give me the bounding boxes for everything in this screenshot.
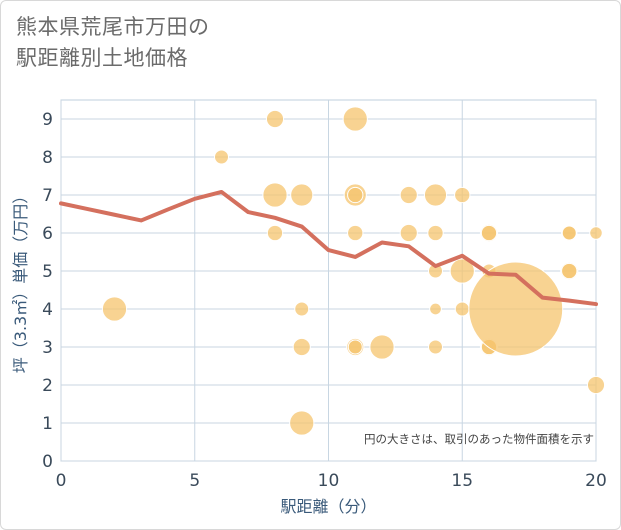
x-tick-label: 5 bbox=[189, 471, 200, 491]
trend-layer bbox=[59, 189, 598, 307]
y-tick-label: 6 bbox=[42, 224, 53, 244]
y-tick-label: 7 bbox=[42, 186, 53, 206]
chart-title-line2: 駅距離別土地価格 bbox=[16, 46, 188, 70]
x-tick-label: 15 bbox=[451, 471, 473, 491]
data-bubble bbox=[369, 334, 395, 360]
data-bubble bbox=[454, 301, 470, 317]
data-bubble bbox=[480, 224, 498, 242]
data-bubble bbox=[342, 106, 368, 132]
data-bubble bbox=[586, 375, 606, 395]
bubble-size-note: 円の大きさは、取引のあった物件面積を示す bbox=[364, 432, 594, 446]
y-tick-label: 8 bbox=[42, 148, 53, 168]
x-tick-label: 10 bbox=[318, 471, 340, 491]
data-bubble bbox=[347, 224, 364, 242]
data-bubble bbox=[289, 410, 315, 436]
chart-title-line1: 熊本県荒尾市万田の bbox=[16, 15, 210, 39]
x-tick-label: 0 bbox=[56, 471, 67, 491]
data-bubble bbox=[429, 302, 442, 316]
x-tick-label: 20 bbox=[585, 471, 607, 491]
data-bubble bbox=[428, 339, 443, 355]
data-bubble bbox=[449, 258, 475, 284]
y-tick-label: 1 bbox=[42, 414, 53, 434]
data-bubble bbox=[589, 226, 603, 240]
bubble-layer bbox=[101, 106, 606, 436]
y-tick-label: 4 bbox=[42, 300, 53, 320]
y-tick-label: 5 bbox=[42, 262, 53, 282]
data-bubble bbox=[561, 262, 578, 280]
y-axis-label: 坪（3.3㎡）単価（万円） bbox=[11, 188, 30, 373]
data-bubble bbox=[266, 224, 284, 242]
trend-line bbox=[59, 189, 598, 307]
chart-title: 熊本県荒尾市万田の 駅距離別土地価格 bbox=[16, 12, 210, 74]
data-bubble bbox=[399, 185, 418, 205]
data-bubble bbox=[399, 223, 418, 243]
data-bubble bbox=[454, 186, 471, 204]
data-bubble bbox=[347, 186, 364, 204]
tick-labels: 0 1 2 3 4 5 6 7 8 9 0 5 10 15 20 bbox=[42, 110, 607, 491]
data-bubble bbox=[265, 109, 285, 129]
data-bubble bbox=[561, 225, 577, 241]
data-bubble bbox=[468, 261, 564, 357]
y-tick-label: 9 bbox=[42, 110, 53, 130]
data-bubble bbox=[423, 183, 448, 207]
data-bubble bbox=[262, 182, 288, 208]
data-bubble bbox=[427, 224, 444, 242]
y-tick-label: 0 bbox=[42, 452, 53, 472]
data-bubble bbox=[290, 183, 314, 207]
data-bubble bbox=[214, 149, 229, 165]
data-bubble bbox=[294, 301, 310, 317]
y-tick-label: 3 bbox=[42, 338, 53, 358]
data-bubble bbox=[101, 296, 128, 322]
x-axis-label: 駅距離（分） bbox=[280, 497, 376, 516]
data-bubble bbox=[292, 337, 311, 357]
y-tick-label: 2 bbox=[42, 376, 53, 396]
grid-lines bbox=[60, 100, 597, 462]
data-bubble bbox=[347, 339, 363, 355]
